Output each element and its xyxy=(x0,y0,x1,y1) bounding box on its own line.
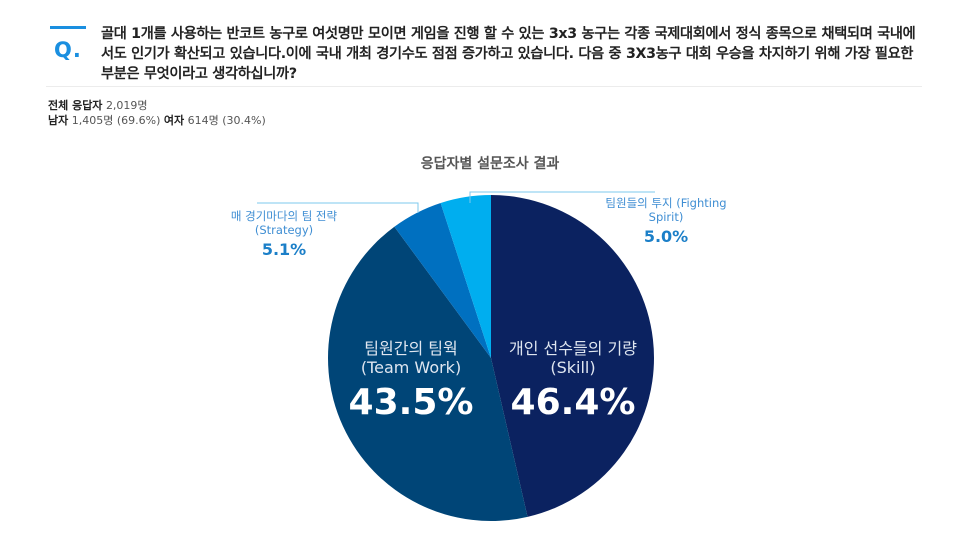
skill-pct: 46.4% xyxy=(510,382,636,423)
teamwork-sub: (Team Work) xyxy=(360,358,462,377)
total-respondents: 전체 응답자 2,019명 xyxy=(48,98,266,113)
strategy-pct: 5.1% xyxy=(261,240,307,259)
label-teamwork: 팀원간의 팀웍 (Team Work) 43.5% xyxy=(340,339,482,425)
strategy-sub: (Strategy) xyxy=(254,223,314,237)
female-value: 614명 (30.4%) xyxy=(187,114,266,127)
respondent-stats: 전체 응답자 2,019명 남자 1,405명 (69.6%) 여자 614명 … xyxy=(48,98,266,128)
label-skill: 개인 선수들의 기량 (Skill) 46.4% xyxy=(497,339,649,425)
teamwork-name: 팀원간의 팀웍 xyxy=(364,339,458,358)
total-value: 2,019명 xyxy=(105,99,148,112)
male-value: 1,405명 (69.6%) xyxy=(71,114,161,127)
divider xyxy=(46,86,922,87)
pie-slices xyxy=(327,195,655,522)
slice-fighting xyxy=(440,195,491,358)
leader-line-fighting xyxy=(469,191,655,203)
gender-breakdown: 남자 1,405명 (69.6%) 여자 614명 (30.4%) xyxy=(48,113,266,128)
q-label: Q. xyxy=(54,38,82,62)
question-marker: Q. xyxy=(50,26,86,62)
fighting-pct: 5.0% xyxy=(643,227,689,246)
label-fighting: 팀원들의 투지 (Fighting Spirit) 5.0% xyxy=(594,196,738,248)
female-label: 여자 xyxy=(163,114,185,127)
slice-teamwork xyxy=(327,226,528,522)
skill-sub: (Skill) xyxy=(550,358,596,377)
strategy-name: 매 경기마다의 팀 전략 xyxy=(230,209,338,223)
slice-skill xyxy=(491,195,655,517)
leader-line-strategy xyxy=(257,202,419,213)
male-label: 남자 xyxy=(48,114,69,127)
fighting-name: 팀원들의 투지 (Fighting xyxy=(605,196,727,210)
total-label: 전체 응답자 xyxy=(48,99,103,112)
accent-bar xyxy=(50,26,86,29)
question-text: 골대 1개를 사용하는 반코트 농구로 여섯명만 모이면 게임을 진행 할 수 … xyxy=(101,26,916,82)
teamwork-pct: 43.5% xyxy=(348,382,474,423)
skill-name: 개인 선수들의 기량 xyxy=(509,339,637,358)
slice-strategy xyxy=(394,202,491,358)
chart-title: 응답자별 설문조사 결과 xyxy=(420,156,560,172)
fighting-sub: Spirit) xyxy=(648,210,684,224)
label-strategy: 매 경기마다의 팀 전략 (Strategy) 5.1% xyxy=(218,209,350,261)
